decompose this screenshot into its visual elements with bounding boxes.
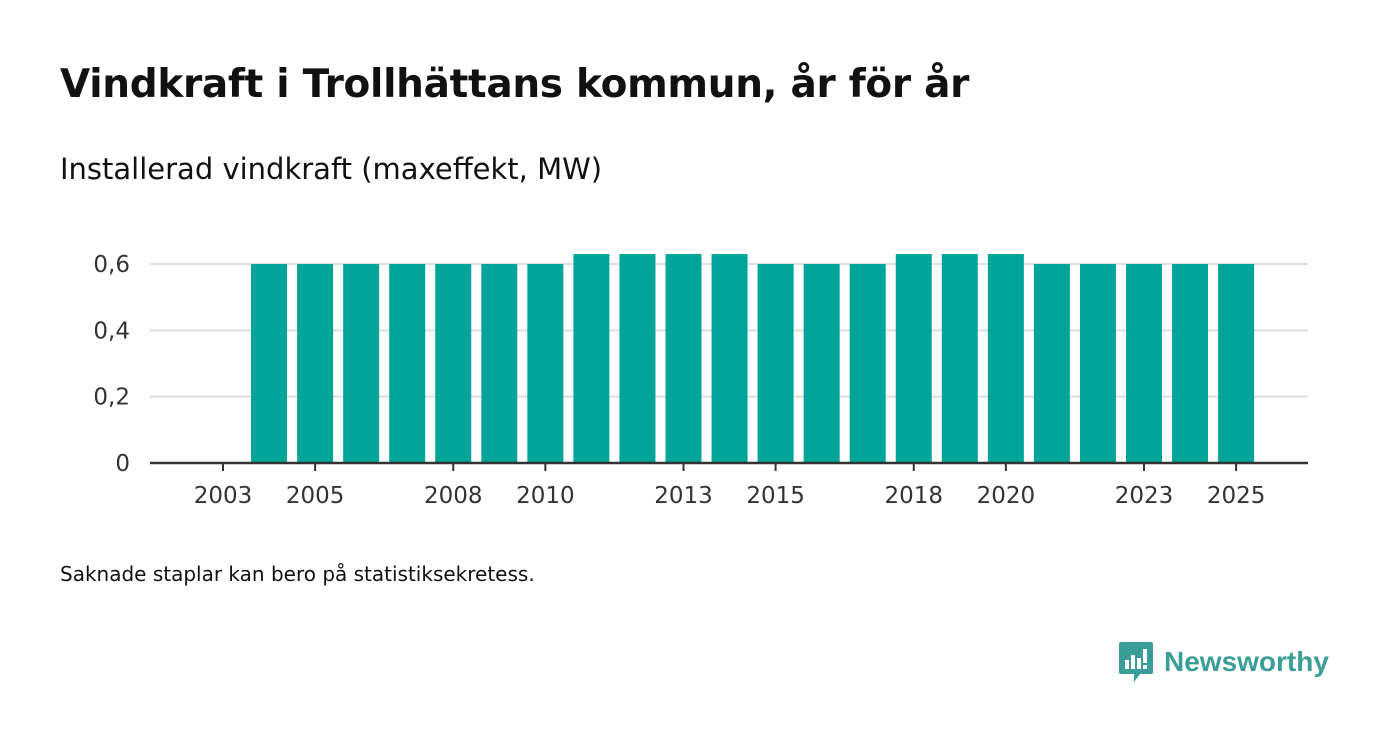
bar-2005	[297, 264, 334, 463]
y-tick-label: 0,4	[93, 318, 130, 344]
axes: 0 0,2 0,4 0,6 2003 2005 2008 2010 2013 2015 2018 20…	[93, 252, 1308, 509]
x-tick-label: 2025	[1207, 483, 1266, 509]
x-tick-label: 2023	[1115, 483, 1174, 509]
bar-2023	[1126, 264, 1162, 463]
bar-chart: 0 0,2 0,4 0,6 2003 2005 2008 2010 2013 2015 2018 20…	[93, 252, 1308, 509]
bar-2021	[1033, 264, 1070, 463]
bar-2010	[527, 264, 564, 463]
x-tick-label: 2015	[746, 483, 805, 509]
y-tick-label: 0	[115, 451, 130, 477]
footnote: Saknade staplar kan bero på statistiksek…	[60, 562, 535, 586]
bars	[251, 254, 1255, 463]
y-tick-label: 0,2	[93, 385, 130, 411]
bar-2015	[757, 264, 794, 463]
x-tick-label: 2010	[516, 483, 575, 509]
bar-2012	[619, 254, 656, 463]
bar-2004	[251, 264, 288, 463]
x-tick-label: 2020	[977, 483, 1036, 509]
x-tick-label: 2013	[654, 483, 713, 509]
x-tick-label: 2003	[194, 483, 253, 509]
bar-2024	[1172, 264, 1209, 463]
bar-2018	[895, 254, 932, 463]
bar-2016	[803, 264, 840, 463]
bar-2007	[389, 264, 426, 463]
newsworthy-logo-icon	[1119, 642, 1153, 682]
bar-2011	[573, 254, 610, 463]
bar-2017	[849, 264, 886, 463]
bar-2025	[1218, 264, 1255, 463]
chart-title: Vindkraft i Trollhättans kommun, år för …	[60, 62, 970, 107]
bar-2013	[665, 254, 702, 463]
bar-2006	[343, 264, 380, 463]
x-tick-label: 2005	[286, 483, 345, 509]
x-tick-label: 2008	[424, 483, 483, 509]
bar-2020	[987, 254, 1024, 463]
brand-logo[interactable]: Newsworthy	[1118, 640, 1329, 684]
bar-2009	[481, 264, 518, 463]
bar-2008	[435, 264, 472, 463]
bar-2022	[1079, 264, 1116, 463]
bar-2014	[711, 254, 748, 463]
y-tick-label: 0,6	[93, 252, 130, 278]
bar-2019	[941, 254, 978, 463]
x-tick-label: 2018	[884, 483, 943, 509]
brand-name: Newsworthy	[1164, 646, 1329, 677]
chart-subtitle: Installerad vindkraft (maxeffekt, MW)	[60, 152, 603, 186]
